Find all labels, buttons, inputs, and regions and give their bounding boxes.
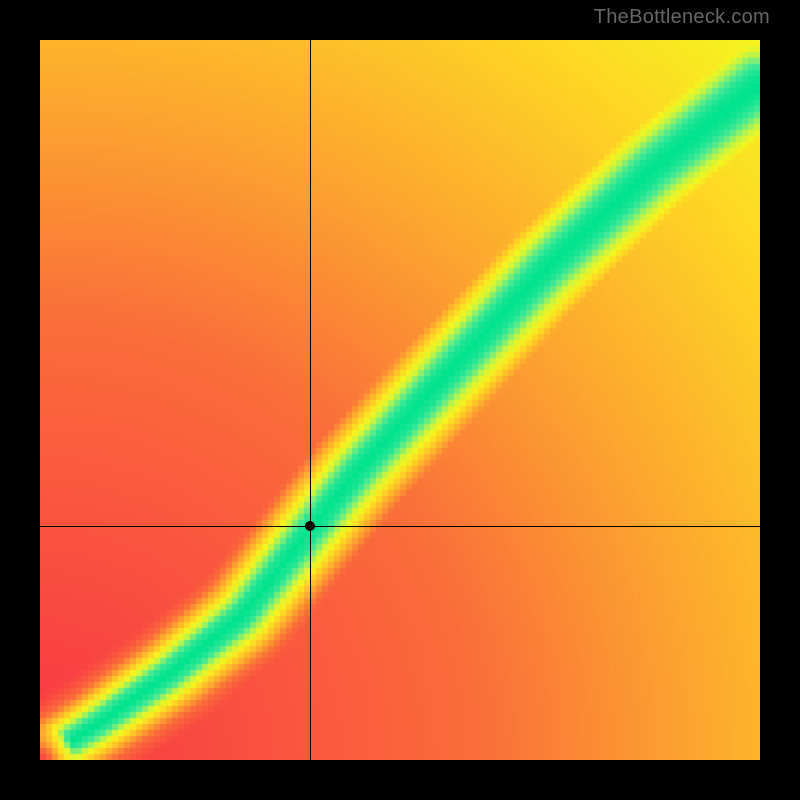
plot-area — [40, 40, 760, 760]
watermark-text: TheBottleneck.com — [594, 6, 770, 29]
heatmap-canvas — [40, 40, 760, 760]
chart-container: TheBottleneck.com — [0, 0, 800, 800]
crosshair-horizontal — [40, 526, 760, 527]
selection-marker — [305, 521, 315, 531]
crosshair-vertical — [310, 40, 311, 760]
